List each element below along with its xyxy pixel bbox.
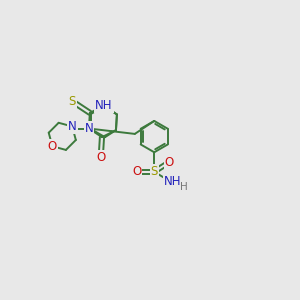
Text: NH: NH [164,176,181,188]
Text: H: H [180,182,188,192]
Text: NH: NH [95,99,112,112]
Text: O: O [96,151,105,164]
Text: O: O [48,140,57,153]
Text: O: O [164,156,174,169]
Text: N: N [68,120,76,133]
Text: S: S [151,165,158,178]
Text: N: N [85,122,93,135]
Text: S: S [69,95,76,108]
Text: O: O [132,165,141,178]
